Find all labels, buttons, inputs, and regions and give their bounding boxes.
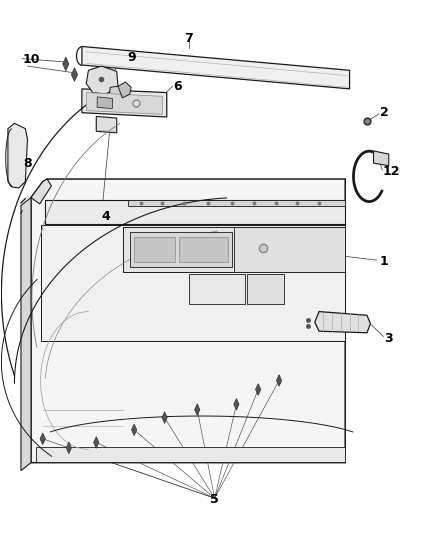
Text: 8: 8 — [23, 157, 32, 169]
Polygon shape — [127, 200, 345, 206]
Polygon shape — [374, 151, 389, 166]
Polygon shape — [234, 399, 239, 410]
Text: 4: 4 — [102, 209, 110, 223]
Text: 7: 7 — [184, 32, 193, 45]
Polygon shape — [276, 375, 282, 386]
Polygon shape — [179, 237, 228, 262]
Polygon shape — [188, 274, 245, 304]
Polygon shape — [63, 57, 69, 71]
Polygon shape — [66, 442, 71, 454]
Polygon shape — [194, 404, 200, 416]
Text: 12: 12 — [382, 165, 400, 177]
Polygon shape — [71, 68, 78, 82]
Polygon shape — [31, 179, 51, 204]
Polygon shape — [31, 179, 345, 463]
Polygon shape — [94, 437, 99, 448]
Polygon shape — [36, 447, 345, 462]
Polygon shape — [118, 82, 131, 98]
Polygon shape — [41, 225, 345, 341]
Polygon shape — [96, 116, 117, 133]
Polygon shape — [86, 66, 118, 94]
Polygon shape — [82, 46, 350, 89]
Text: 2: 2 — [380, 106, 389, 119]
Text: 9: 9 — [127, 51, 136, 63]
Polygon shape — [123, 227, 345, 272]
Polygon shape — [134, 237, 176, 262]
Text: 10: 10 — [22, 53, 40, 66]
Polygon shape — [86, 93, 162, 114]
Polygon shape — [45, 200, 345, 224]
Polygon shape — [255, 384, 261, 395]
Polygon shape — [21, 198, 31, 471]
Polygon shape — [40, 433, 46, 445]
Text: 1: 1 — [380, 255, 389, 268]
Polygon shape — [131, 424, 137, 435]
Polygon shape — [130, 232, 232, 266]
Polygon shape — [234, 227, 345, 272]
Polygon shape — [8, 123, 28, 188]
Polygon shape — [315, 312, 371, 333]
Polygon shape — [110, 86, 130, 109]
Polygon shape — [247, 274, 284, 304]
Text: 3: 3 — [385, 332, 393, 344]
Polygon shape — [97, 97, 113, 109]
Text: 5: 5 — [210, 494, 219, 506]
Polygon shape — [162, 412, 167, 423]
Text: 6: 6 — [173, 80, 182, 93]
Polygon shape — [82, 89, 167, 117]
